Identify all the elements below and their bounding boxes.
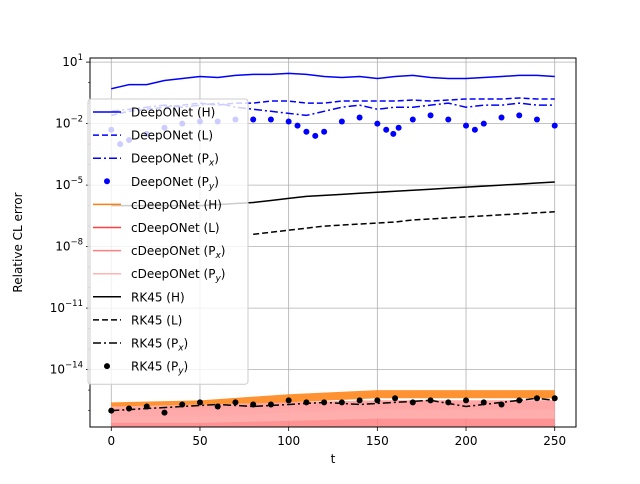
legend-box <box>87 98 249 385</box>
series-point <box>294 122 301 129</box>
legend-entry: cDeepONet (L) <box>131 221 220 235</box>
legend-entry: RK45 (Py) <box>131 360 188 377</box>
y-tick-label: 10−11 <box>50 299 83 315</box>
series-point <box>551 395 558 402</box>
series-point <box>498 114 505 121</box>
series-point <box>161 409 168 416</box>
series-band <box>111 390 555 409</box>
series-point <box>214 403 221 410</box>
series-point <box>321 128 328 135</box>
x-tick-label: 250 <box>543 434 566 448</box>
series-point <box>463 397 470 404</box>
series-point <box>143 403 150 410</box>
series-point <box>533 116 540 123</box>
series-point <box>427 112 434 119</box>
legend-marker <box>104 363 110 370</box>
series-point <box>392 395 399 402</box>
series-point <box>463 122 470 129</box>
legend-entry: cDeepONet (Py) <box>131 267 225 284</box>
series-point <box>303 399 310 406</box>
y-tick-label: 10−5 <box>55 176 83 192</box>
legend-entry: RK45 (H) <box>131 290 185 304</box>
series-point <box>409 399 416 406</box>
series-point <box>374 120 381 127</box>
legend: DeepONet (H) DeepONet (L) DeepONet (Px) Dee… <box>87 98 249 385</box>
series-point <box>267 116 274 123</box>
x-axis-label: t <box>331 452 336 466</box>
series-point <box>285 118 292 125</box>
series-point <box>445 399 452 406</box>
series-band <box>111 400 555 423</box>
legend-marker <box>104 178 110 185</box>
y-tick-label: 10−14 <box>50 361 83 377</box>
x-tick-label: 150 <box>366 434 389 448</box>
series-point <box>374 397 381 404</box>
series-point <box>338 399 345 406</box>
series-point <box>395 124 402 131</box>
series-line <box>253 211 555 236</box>
legend-entry: cDeepONet (H) <box>131 198 222 212</box>
series-4 <box>111 390 555 409</box>
series-point <box>480 120 487 127</box>
series-point <box>498 401 505 408</box>
series-point <box>250 116 257 123</box>
series-point <box>267 401 274 408</box>
x-tick-label: 50 <box>192 434 207 448</box>
x-tick-label: 200 <box>455 434 478 448</box>
legend-entry: DeepONet (Py) <box>131 175 219 192</box>
x-tick-label: 0 <box>107 434 115 448</box>
y-tick-label: 101 <box>62 53 83 69</box>
series-point <box>108 407 115 414</box>
series-point <box>383 126 390 133</box>
series-11 <box>108 395 558 416</box>
series-point <box>303 128 310 135</box>
series-point <box>356 114 363 121</box>
series-point <box>285 397 292 404</box>
series-9 <box>253 211 555 236</box>
series-point <box>471 126 478 133</box>
series-7 <box>111 400 555 423</box>
series-point <box>390 130 397 137</box>
series-point <box>516 112 523 119</box>
x-tick-label: 100 <box>277 434 300 448</box>
series-point <box>533 395 540 402</box>
y-tick-label: 10−8 <box>55 238 83 254</box>
ticks: 0 50 100 150 200 250 101 10−2 10−5 10−8 10−11 10−14 <box>50 53 566 448</box>
series-point <box>312 132 319 139</box>
legend-entry: RK45 (L) <box>131 313 182 327</box>
series-point <box>321 399 328 406</box>
series-point <box>516 397 523 404</box>
series-point <box>356 397 363 404</box>
series-point <box>232 399 239 406</box>
series-2 <box>111 102 555 117</box>
legend-entry: RK45 (Px) <box>131 337 188 354</box>
series-0 <box>111 72 555 90</box>
series-line <box>111 72 555 90</box>
series-point <box>196 399 203 406</box>
series-line <box>111 102 555 117</box>
series-point <box>250 401 257 408</box>
series-point <box>409 116 416 123</box>
legend-entry: DeepONet (Px) <box>131 152 219 169</box>
y-axis-label: Relative CL error <box>11 192 25 292</box>
series-point <box>338 118 345 125</box>
series-point <box>126 405 133 412</box>
series-point <box>551 122 558 129</box>
legend-entry: DeepONet (L) <box>131 129 213 143</box>
legend-entry: cDeepONet (Px) <box>131 244 225 261</box>
legend-entry: DeepONet (H) <box>131 106 215 120</box>
series-point <box>445 116 452 123</box>
y-tick-label: 10−2 <box>55 115 83 131</box>
series-point <box>179 401 186 408</box>
series-point <box>427 397 434 404</box>
series-point <box>480 399 487 406</box>
